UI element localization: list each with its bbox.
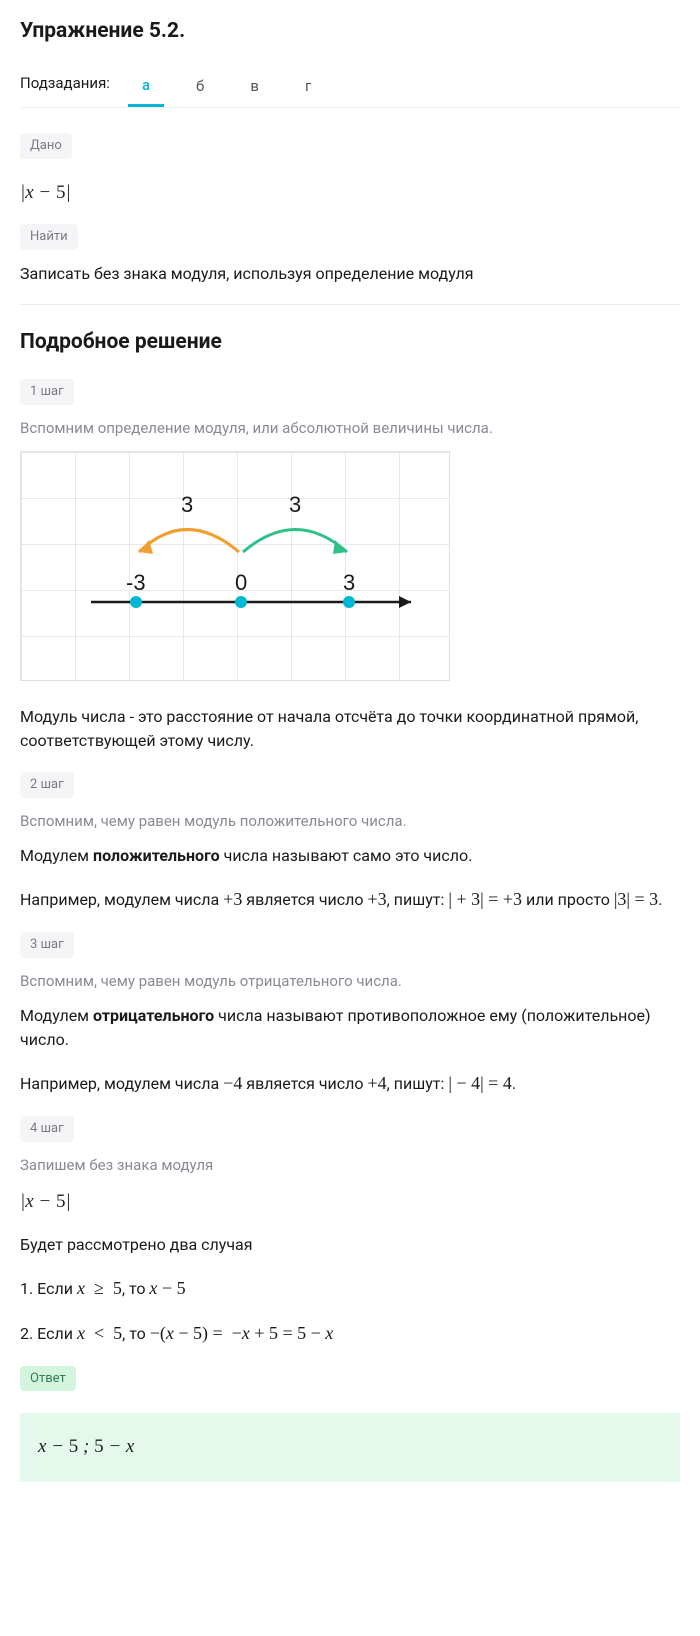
svg-text:3: 3: [289, 492, 301, 517]
tab-a[interactable]: а: [128, 68, 164, 108]
answer-label: Ответ: [20, 1366, 76, 1392]
step-3-definition: Модулем отрицательного числа называют пр…: [20, 1004, 680, 1052]
step-2: 2 шаг Вспомним, чему равен модуль положи…: [20, 771, 680, 913]
modulus-diagram: -3 0 3 3 3: [20, 451, 450, 681]
step-4: 4 шаг Запишем без знака модуля |x − 5| Б…: [20, 1115, 680, 1347]
tab-g[interactable]: г: [291, 69, 325, 106]
step-4-line1: Будет рассмотрено два случая: [20, 1233, 680, 1257]
find-label: Найти: [20, 224, 78, 250]
step-2-definition: Модулем положительного числа называют са…: [20, 844, 680, 868]
step-1-label: 1 шаг: [20, 379, 74, 405]
step-4-intro: Запишем без знака модуля: [20, 1154, 680, 1177]
step-3-example: Например, модулем числа −4 является числ…: [20, 1070, 680, 1097]
step-3-intro: Вспомним, чему равен модуль отрицательно…: [20, 970, 680, 993]
divider: [20, 304, 680, 305]
step-4-case1: 1. Если x ≥ 5, то x − 5: [20, 1275, 680, 1302]
step-1-outro: Модуль числа - это расстояние от начала …: [20, 705, 680, 753]
answer-box: x − 5 ; 5 − x: [20, 1413, 680, 1482]
step-1-intro: Вспомним определение модуля, или абсолют…: [20, 417, 680, 440]
step-2-example: Например, модулем числа +3 является числ…: [20, 886, 680, 913]
svg-text:3: 3: [343, 570, 355, 595]
find-text: Записать без знака модуля, используя опр…: [20, 262, 680, 286]
step-1: 1 шаг Вспомним определение модуля, или а…: [20, 378, 680, 753]
svg-text:3: 3: [181, 492, 193, 517]
svg-text:-3: -3: [126, 570, 146, 595]
tab-v[interactable]: в: [236, 69, 273, 106]
step-4-label: 4 шаг: [20, 1116, 74, 1142]
subtask-label: Подзадания:: [20, 72, 110, 103]
step-2-label: 2 шаг: [20, 772, 74, 798]
step-3: 3 шаг Вспомним, чему равен модуль отрица…: [20, 931, 680, 1097]
step-4-case2: 2. Если x < 5, то −(x − 5) = −x + 5 = 5 …: [20, 1320, 680, 1347]
step-4-formula: |x − 5|: [20, 1188, 680, 1217]
step-3-label: 3 шаг: [20, 932, 74, 958]
tab-b[interactable]: б: [182, 69, 218, 106]
exercise-title: Упражнение 5.2.: [20, 16, 680, 48]
answer-section: Ответ x − 5 ; 5 − x: [20, 1365, 680, 1482]
answer-formula: x − 5 ; 5 − x: [38, 1433, 662, 1462]
subtask-tabs: Подзадания: а б в г: [20, 68, 680, 109]
svg-text:0: 0: [235, 570, 247, 595]
given-label: Дано: [20, 133, 72, 159]
solution-title: Подробное решение: [20, 327, 680, 359]
diagram-svg: -3 0 3 3 3: [21, 452, 451, 682]
step-2-intro: Вспомним, чему равен модуль положительно…: [20, 810, 680, 833]
given-formula: |x − 5|: [20, 179, 680, 208]
